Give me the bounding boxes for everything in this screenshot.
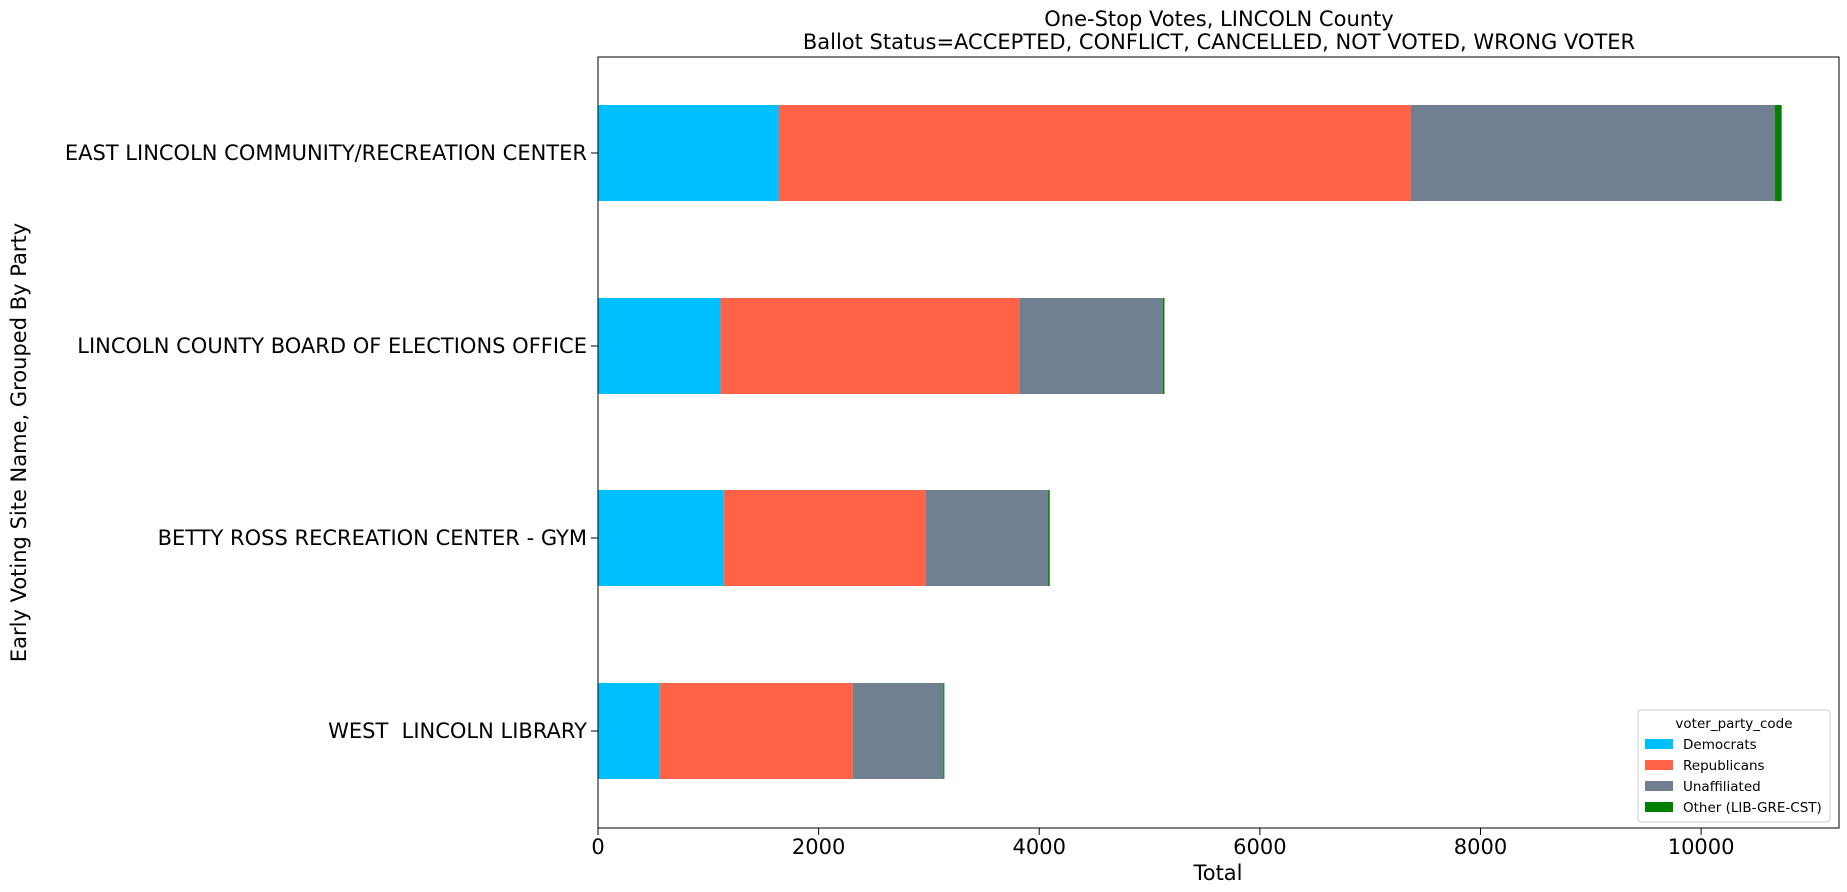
bar-unaffiliated-row-3	[852, 683, 944, 779]
legend-label: Democrats	[1683, 737, 1757, 753]
bar-republicans-row-0	[778, 105, 1411, 201]
x-tick-label: 4000	[1013, 835, 1066, 859]
y-tick-label: LINCOLN COUNTY BOARD OF ELECTIONS OFFICE	[77, 334, 587, 358]
bars-layer	[598, 105, 1782, 779]
legend-swatch	[1645, 760, 1673, 770]
bar-republicans-row-3	[659, 683, 853, 779]
x-tick-label: 10000	[1668, 835, 1735, 859]
x-tick-label: 2000	[792, 835, 845, 859]
bar-democrats-row-0	[598, 105, 779, 201]
legend-label: Unaffiliated	[1683, 779, 1761, 795]
x-axis-label: Total	[1192, 861, 1242, 885]
x-axis: 0 2000 4000 6000 8000 10000	[591, 828, 1735, 859]
bar-unaffiliated-row-2	[925, 490, 1049, 586]
legend-swatch	[1645, 802, 1673, 812]
chart-subtitle: Ballot Status=ACCEPTED, CONFLICT, CANCEL…	[803, 30, 1635, 54]
y-axis-label: Early Voting Site Name, Grouped By Party	[7, 223, 31, 662]
legend-label: Other (LIB-GRE-CST)	[1683, 800, 1822, 816]
legend-items: Democrats Republicans Unaffiliated Other (L…	[1645, 737, 1822, 816]
bar-unaffiliated-row-1	[1019, 298, 1163, 394]
y-tick-label: BETTY ROSS RECREATION CENTER - GYM	[158, 526, 587, 550]
y-tick-label: WEST LINCOLN LIBRARY	[328, 719, 587, 743]
bar-democrats-row-2	[598, 490, 724, 586]
y-axis: EAST LINCOLN COMMUNITY/RECREATION CENTER…	[65, 141, 598, 743]
legend-title: voter_party_code	[1675, 716, 1792, 732]
bar-democrats-row-1	[598, 298, 721, 394]
x-tick-label: 8000	[1454, 835, 1507, 859]
bar-republicans-row-1	[720, 298, 1020, 394]
legend: voter_party_code Democrats Republicans Una…	[1637, 709, 1831, 823]
legend-swatch	[1645, 739, 1673, 749]
bar-other-lib-gre-cst-row-2	[1048, 490, 1050, 586]
legend-swatch	[1645, 781, 1673, 791]
legend-frame	[1637, 709, 1831, 823]
y-tick-label: EAST LINCOLN COMMUNITY/RECREATION CENTER	[65, 141, 587, 165]
x-tick-label: 0	[591, 835, 604, 859]
plot-frame	[597, 56, 1840, 829]
bar-other-lib-gre-cst-row-1	[1162, 298, 1165, 394]
x-tick-label: 6000	[1233, 835, 1286, 859]
chart-title: One-Stop Votes, LINCOLN County	[1044, 7, 1393, 31]
bar-republicans-row-2	[723, 490, 926, 586]
bar-unaffiliated-row-0	[1410, 105, 1776, 201]
bar-other-lib-gre-cst-row-3	[943, 683, 945, 779]
bar-other-lib-gre-cst-row-0	[1775, 105, 1782, 201]
legend-label: Republicans	[1683, 758, 1765, 774]
bar-democrats-row-3	[598, 683, 660, 779]
